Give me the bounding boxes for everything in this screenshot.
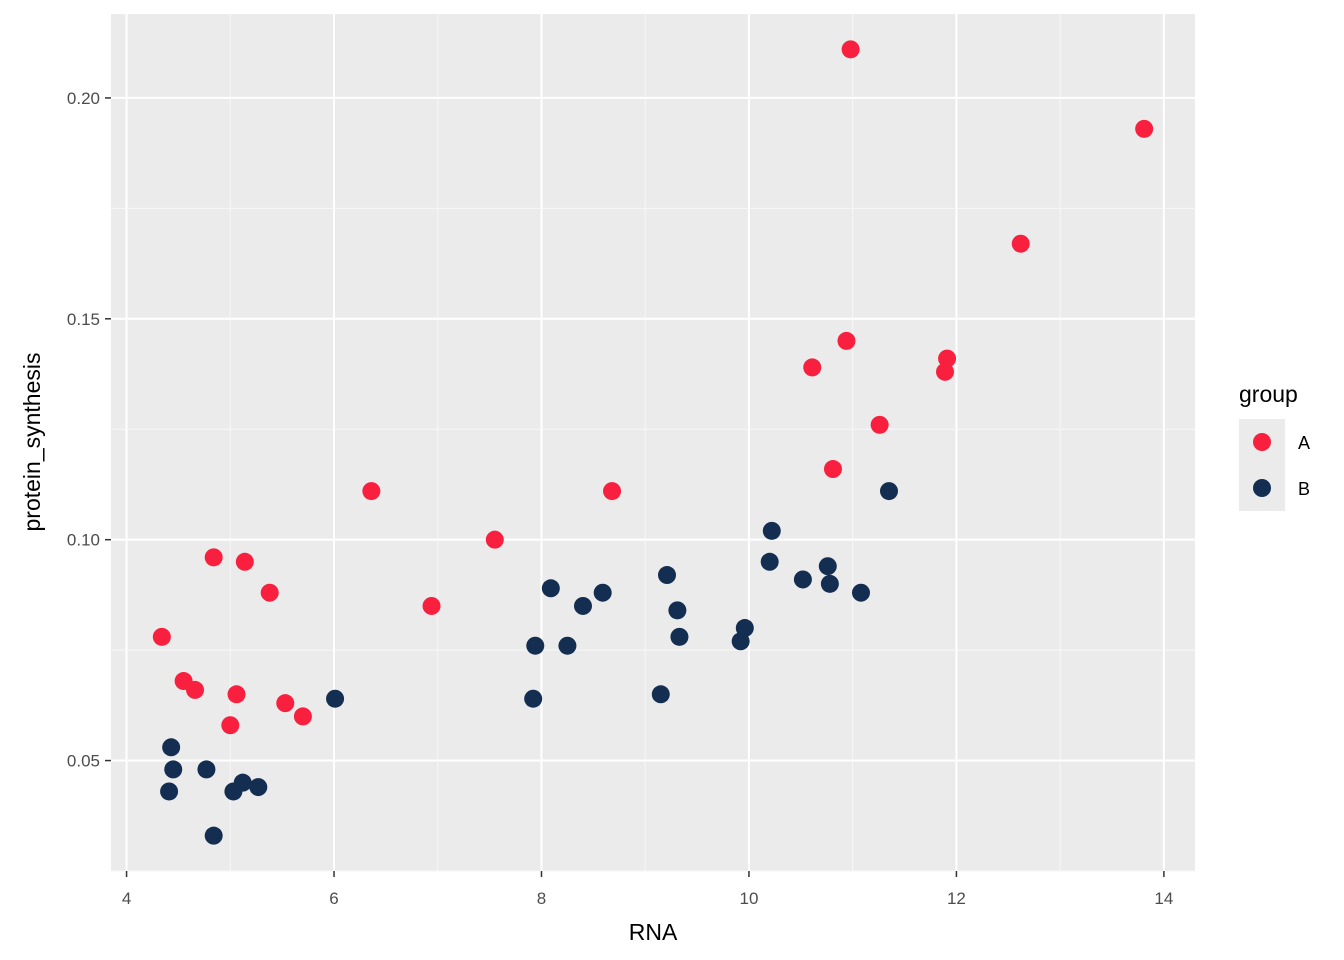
data-point-B	[526, 636, 545, 655]
y-tick-label: 0.20	[67, 89, 100, 108]
y-tick-label: 0.05	[67, 752, 100, 771]
x-tick-label: 6	[329, 889, 338, 908]
data-point-B	[524, 689, 543, 708]
data-point-B	[204, 826, 223, 845]
data-point-A	[293, 707, 312, 726]
data-point-A	[938, 349, 957, 368]
legend-title: group	[1239, 381, 1298, 407]
data-point-A	[837, 331, 856, 350]
data-point-B	[820, 574, 839, 593]
data-point-B	[233, 773, 252, 792]
legend-key-A	[1253, 433, 1271, 451]
data-point-A	[221, 716, 240, 735]
data-point-B	[558, 636, 577, 655]
data-point-A	[870, 415, 889, 434]
minor-gridlines	[111, 14, 1195, 872]
data-point-A	[235, 552, 254, 571]
data-point-B	[760, 552, 779, 571]
x-tick-label: 4	[122, 889, 131, 908]
y-axis-title: protein_synthesis	[19, 353, 45, 532]
data-point-A	[841, 40, 860, 59]
data-point-A	[936, 362, 955, 381]
data-point-B	[879, 482, 898, 501]
x-tick-label: 10	[739, 889, 758, 908]
data-point-B	[573, 596, 592, 615]
data-point-B	[249, 778, 268, 797]
data-point-B	[735, 619, 754, 638]
data-point-A	[1135, 119, 1154, 138]
data-point-A	[260, 583, 279, 602]
data-point-A	[204, 548, 223, 567]
data-point-B	[762, 521, 781, 540]
data-point-B	[658, 566, 677, 585]
data-point-A	[276, 694, 295, 713]
data-point-B	[818, 557, 837, 576]
x-tick-label: 14	[1154, 889, 1173, 908]
panel-background	[111, 14, 1195, 871]
data-point-B	[541, 579, 560, 598]
y-tick-label: 0.15	[67, 310, 100, 329]
legend-label-A: A	[1298, 433, 1310, 453]
data-point-B	[197, 760, 216, 779]
x-axis-ticks: 4 6 8 10 12 14	[122, 871, 1173, 908]
data-point-A	[1011, 234, 1030, 253]
data-point-A	[485, 530, 504, 549]
data-point-B	[593, 583, 612, 602]
data-point-B	[164, 760, 183, 779]
legend: group AB	[1239, 381, 1310, 511]
data-point-A	[152, 627, 171, 646]
data-point-B	[651, 685, 670, 704]
data-point-B	[326, 689, 345, 708]
data-point-A	[227, 685, 246, 704]
x-axis-title: RNA	[629, 919, 678, 945]
major-gridlines	[111, 14, 1195, 871]
x-tick-label: 8	[537, 889, 546, 908]
data-point-B	[162, 738, 181, 757]
data-point-B	[670, 627, 689, 646]
y-tick-label: 0.10	[67, 531, 100, 550]
legend-key-B	[1253, 479, 1271, 497]
data-point-A	[823, 460, 842, 479]
data-point-A	[803, 358, 822, 377]
data-point-A	[186, 680, 205, 699]
x-tick-label: 12	[947, 889, 966, 908]
legend-label-B: B	[1298, 479, 1310, 499]
data-point-A	[603, 482, 622, 501]
legend-keys: AB	[1239, 419, 1310, 511]
data-point-B	[160, 782, 179, 801]
data-point-B	[668, 601, 687, 620]
y-axis-ticks: 0.05 0.10 0.15 0.20	[67, 89, 111, 771]
data-point-B	[793, 570, 812, 589]
data-point-A	[422, 596, 441, 615]
data-point-A	[362, 482, 381, 501]
data-points	[152, 40, 1154, 845]
data-point-B	[851, 583, 870, 602]
